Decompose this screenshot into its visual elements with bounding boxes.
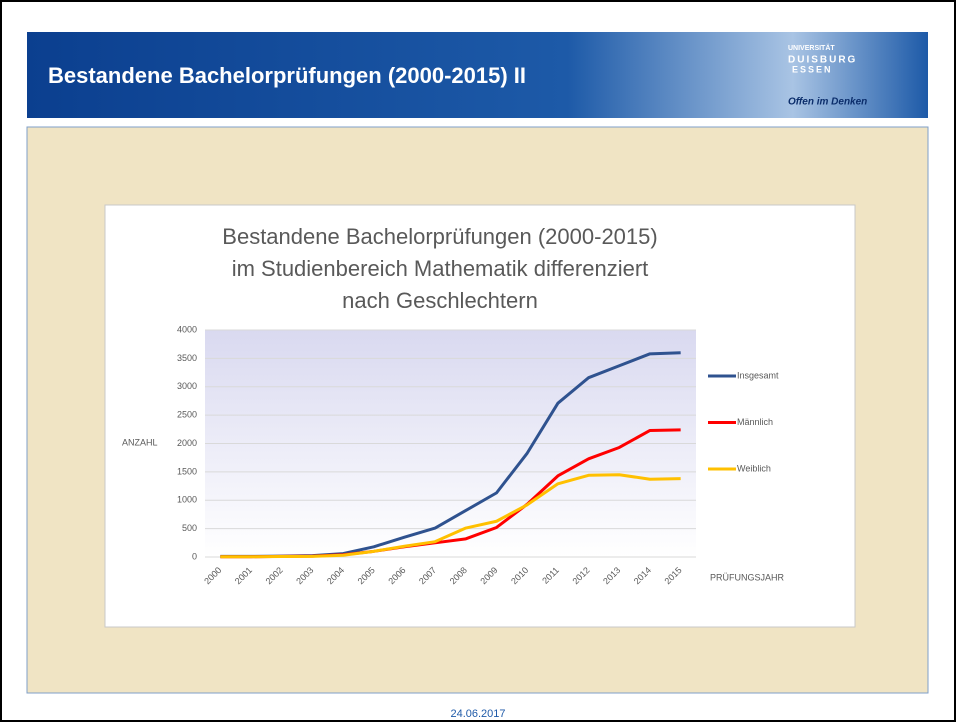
y-tick-label: 2000 xyxy=(177,438,197,448)
header-title: Bestandene Bachelorprüfungen (2000-2015)… xyxy=(48,63,526,88)
footer-date: 24.06.2017 xyxy=(450,708,505,720)
x-axis-label: PRÜFUNGSJAHR xyxy=(710,572,785,582)
logo-slogan: Offen im Denken xyxy=(788,97,867,108)
y-tick-label: 4000 xyxy=(177,324,197,334)
logo-line3: ESSEN xyxy=(792,64,833,74)
logo-line2: DUISBURG xyxy=(788,55,857,66)
y-tick-label: 500 xyxy=(182,523,197,533)
chart-title: Bestandene Bachelorprüfungen (2000-2015) xyxy=(222,224,657,249)
legend-label: Weiblich xyxy=(737,463,771,473)
y-tick-label: 2500 xyxy=(177,410,197,420)
y-axis-label: ANZAHL xyxy=(122,437,158,447)
y-tick-label: 1500 xyxy=(177,466,197,476)
y-tick-label: 3500 xyxy=(177,353,197,363)
y-tick-label: 3000 xyxy=(177,381,197,391)
legend-label: Männlich xyxy=(737,417,773,427)
logo-line1: UNIVERSITÄT xyxy=(788,44,835,52)
series-line xyxy=(220,473,681,559)
chart-title: nach Geschlechtern xyxy=(342,288,538,313)
header-band xyxy=(27,32,928,118)
y-tick-label: 0 xyxy=(192,551,197,561)
chart-title: im Studienbereich Mathematik differenzie… xyxy=(232,256,649,281)
legend-label: Insgesamt xyxy=(737,370,779,380)
y-tick-label: 1000 xyxy=(177,495,197,505)
